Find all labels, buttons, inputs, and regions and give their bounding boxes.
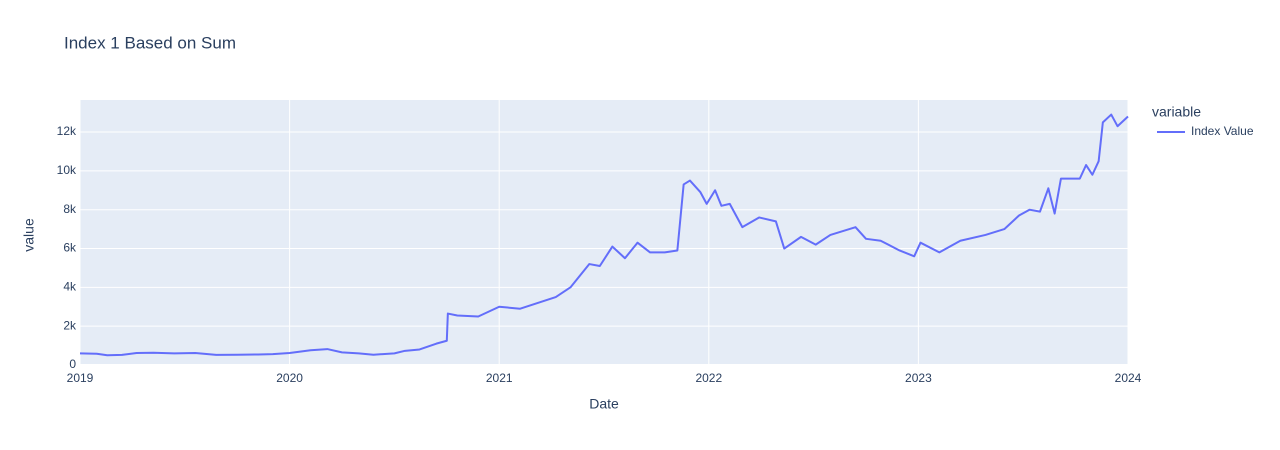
y-tick-label: 0 xyxy=(69,357,76,371)
y-axis-label: value xyxy=(21,218,37,252)
x-tick-label: 2021 xyxy=(486,371,513,385)
x-tick-label: 2022 xyxy=(695,371,722,385)
x-axis-label: Date xyxy=(589,396,619,412)
y-tick-label: 12k xyxy=(57,124,77,138)
legend-title: variable xyxy=(1152,104,1201,120)
chart-title: Index 1 Based on Sum xyxy=(64,33,236,52)
y-tick-label: 6k xyxy=(63,241,77,255)
grid xyxy=(79,100,1129,366)
x-tick-label: 2020 xyxy=(276,371,303,385)
plot-area xyxy=(80,100,1128,365)
y-tick-label: 2k xyxy=(63,318,77,332)
y-tick-label: 8k xyxy=(63,202,77,216)
legend-label: Index Value xyxy=(1191,124,1254,138)
y-tick-label: 4k xyxy=(63,280,77,294)
x-tick-label: 2024 xyxy=(1115,371,1142,385)
marks xyxy=(79,113,1129,357)
y-tick-label: 10k xyxy=(57,163,77,177)
data-line xyxy=(79,113,1129,357)
x-tick-label: 2019 xyxy=(67,371,94,385)
x-tick-label: 2023 xyxy=(905,371,932,385)
